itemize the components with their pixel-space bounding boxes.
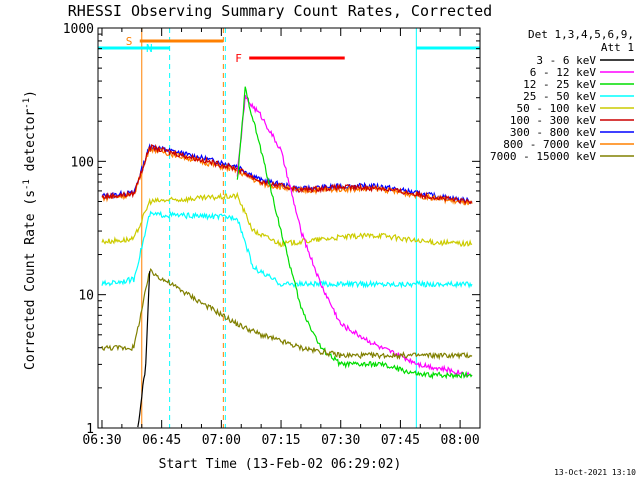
x-axis-title: Start Time (13-Feb-02 06:29:02) bbox=[159, 457, 402, 472]
x-tick-label-3: 07:15 bbox=[261, 433, 300, 448]
y-axis: 1 10 100 1000 bbox=[63, 22, 480, 437]
legend-label-6: 300 - 800 keV bbox=[510, 126, 596, 139]
y-axis-title-main: Corrected Count Rate (s bbox=[23, 190, 38, 370]
legend-label-1: 6 - 12 keV bbox=[530, 66, 597, 79]
legend-header-1: Det 1,3,4,5,6,9, bbox=[528, 28, 634, 41]
x-tick-label-0: 06:30 bbox=[82, 433, 121, 448]
series-line-2 bbox=[101, 143, 473, 205]
y-tick-label-2: 100 bbox=[71, 155, 94, 170]
legend-label-8: 7000 - 15000 keV bbox=[490, 150, 596, 163]
legend-label-7: 800 - 7000 keV bbox=[503, 138, 596, 151]
series-line-1 bbox=[101, 146, 473, 206]
plot-area: S F N bbox=[98, 28, 481, 428]
x-tick-label-1: 06:45 bbox=[142, 433, 181, 448]
y-tick-label-3: 1000 bbox=[63, 22, 94, 37]
series-line-4 bbox=[101, 210, 473, 289]
legend-label-2: 12 - 25 keV bbox=[523, 78, 596, 91]
series-line-8 bbox=[137, 271, 151, 428]
y-axis-title-sup2: -1 bbox=[22, 98, 32, 109]
state-bar-label-2: N bbox=[146, 42, 153, 55]
y-tick-label-1: 10 bbox=[78, 289, 94, 304]
y-tick-label-0: 1 bbox=[86, 422, 94, 437]
y-axis-title: Corrected Count Rate (s-1 detector-1) bbox=[22, 90, 38, 370]
legend-label-5: 100 - 300 keV bbox=[510, 114, 596, 127]
series-line-6 bbox=[236, 86, 473, 380]
x-tick-label-5: 07:45 bbox=[381, 433, 420, 448]
x-tick-label-6: 08:00 bbox=[441, 433, 480, 448]
series-line-7 bbox=[101, 267, 473, 361]
chart-title: RHESSI Observing Summary Count Rates, Co… bbox=[68, 2, 492, 20]
legend-header-2: Att 1 bbox=[601, 41, 634, 54]
y-axis-title-sup1: -1 bbox=[22, 179, 32, 190]
plot-frame bbox=[97, 27, 481, 429]
series-line-5 bbox=[236, 94, 473, 378]
y-axis-title-end: ) bbox=[23, 90, 38, 98]
legend-label-0: 3 - 6 keV bbox=[536, 54, 596, 67]
state-bar-label-1: F bbox=[235, 52, 242, 65]
x-axis: 06:30 06:45 07:00 07:15 07:30 07:45 08:00 bbox=[82, 28, 481, 448]
series-line-3 bbox=[101, 191, 473, 248]
legend-label-3: 25 - 50 keV bbox=[523, 90, 596, 103]
x-tick-label-2: 07:00 bbox=[202, 433, 241, 448]
state-bar-label-0: S bbox=[126, 35, 133, 48]
y-axis-title-mid: detector bbox=[23, 109, 38, 180]
x-tick-label-4: 07:30 bbox=[321, 433, 360, 448]
timestamp: 13-Oct-2021 13:10 bbox=[554, 468, 636, 477]
legend-label-4: 50 - 100 keV bbox=[517, 102, 597, 115]
frame-rect bbox=[97, 27, 481, 429]
